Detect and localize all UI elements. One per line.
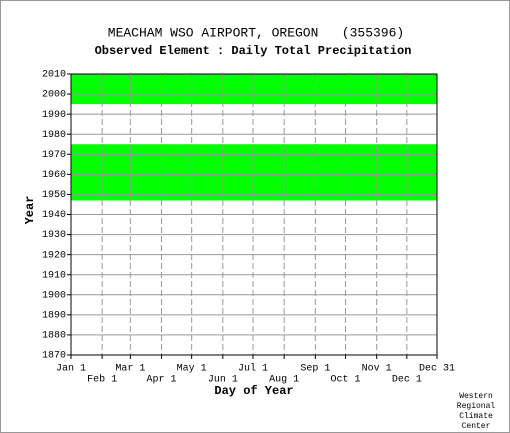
y-tick-label: 1990 xyxy=(42,110,66,121)
x-tick-label: Jul 1 xyxy=(238,363,268,375)
y-tick-label: 1940 xyxy=(42,210,66,221)
plot-border xyxy=(70,73,438,356)
y-tick-label: 1870 xyxy=(42,351,66,362)
data-band xyxy=(71,74,437,105)
y-tick-label: 1950 xyxy=(42,190,66,201)
credit-line: Regional xyxy=(457,402,496,411)
chart-subtitle: Observed Element : Daily Total Precipita… xyxy=(95,44,412,58)
x-tick-label: Jan 1 xyxy=(56,364,86,375)
credit-line: Western xyxy=(459,392,493,401)
y-tick-label: 1890 xyxy=(42,310,66,321)
y-tick-label: 1900 xyxy=(42,290,66,301)
y-tick-label: 1960 xyxy=(42,170,66,181)
y-tick-label: 2000 xyxy=(42,90,66,101)
x-tick-label: Dec 31 xyxy=(419,364,455,375)
x-tick-label: Feb 1 xyxy=(87,374,117,386)
y-tick-label: 1980 xyxy=(42,130,66,141)
x-tick-label: Jun 1 xyxy=(208,375,238,386)
x-tick-label: Nov 1 xyxy=(362,364,392,375)
credit-line: Climate xyxy=(459,412,493,421)
y-tick-label: 2010 xyxy=(42,70,66,81)
x-tick-label: Apr 1 xyxy=(146,375,176,386)
x-tick-label: Sep 1 xyxy=(300,364,330,375)
x-tick-label: Aug 1 xyxy=(269,375,299,386)
x-tick-label: Mar 1 xyxy=(115,364,145,375)
y-tick-label: 1930 xyxy=(42,230,66,241)
x-tick-label: Oct 1 xyxy=(330,375,360,386)
y-tick-label: 1920 xyxy=(42,250,66,261)
y-tick-label: 1910 xyxy=(42,270,66,281)
chart-title: MEACHAM WSO AIRPORT, OREGON (355396) xyxy=(108,25,404,40)
x-axis-label: Day of Year xyxy=(214,384,293,398)
data-band xyxy=(71,144,437,201)
y-tick-label: 1970 xyxy=(42,150,66,161)
x-tick-label: Dec 1 xyxy=(392,375,422,386)
credit-line: Center xyxy=(462,422,491,431)
y-axis-label: Year xyxy=(23,196,37,225)
x-tick-label: May 1 xyxy=(177,364,207,375)
y-tick-label: 1880 xyxy=(42,331,66,342)
